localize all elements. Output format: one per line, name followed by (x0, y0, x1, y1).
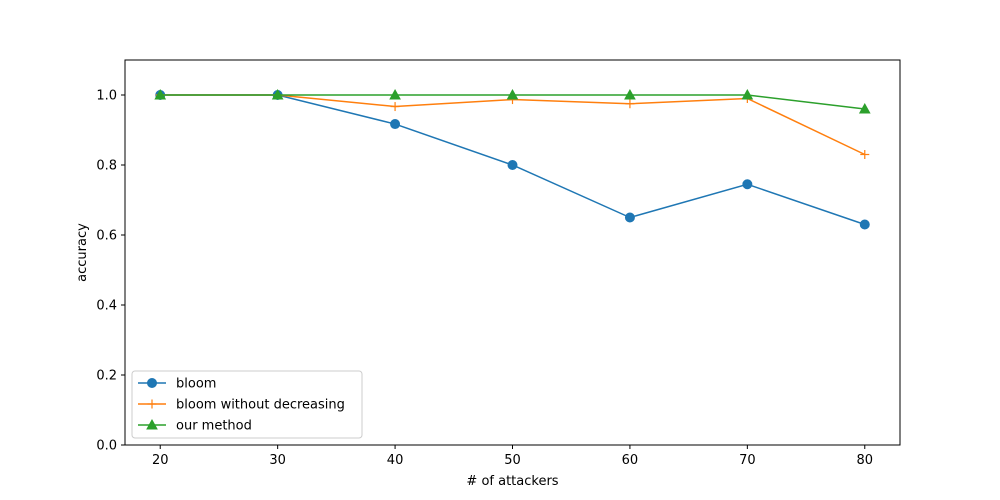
x-tick-label: 50 (504, 453, 521, 468)
plot-area: 20 30 40 50 60 70 80 0.0 0.2 0.4 0.6 0.8 1.0 (96, 59, 901, 468)
data-point (624, 88, 636, 100)
data-point (742, 179, 753, 190)
x-tick-label: 30 (269, 453, 286, 468)
legend-label: bloom without decreasing (176, 398, 345, 413)
legend-marker (147, 378, 157, 388)
legend-entry: bloom without decreasing (138, 398, 345, 413)
legend-entry: bloom (138, 377, 216, 392)
series-0 (155, 90, 870, 230)
y-tick-label: 1.0 (96, 89, 117, 104)
x-tick-label: 40 (387, 453, 404, 468)
x-tick-label: 80 (856, 453, 873, 468)
data-point (859, 219, 870, 230)
legend-marker (146, 418, 158, 430)
x-tick-label: 20 (152, 453, 169, 468)
y-tick-label: 0.8 (96, 159, 117, 174)
data-point (390, 102, 400, 112)
x-tick-label: 70 (739, 453, 756, 468)
data-point (624, 212, 635, 223)
data-point (154, 88, 167, 100)
legend-label: our method (176, 419, 252, 434)
data-point (858, 102, 871, 114)
series-layer (154, 88, 871, 230)
data-point (741, 88, 754, 100)
data-point (507, 160, 518, 170)
legend-label: bloom (176, 377, 216, 392)
y-tick-label: 0.6 (96, 229, 117, 244)
data-point (625, 99, 635, 109)
y-axis-label: accuracy (75, 223, 90, 282)
data-point (506, 88, 519, 100)
legend-marker (147, 399, 157, 409)
data-point (271, 88, 284, 100)
series-1 (155, 90, 870, 159)
legend-box (131, 370, 363, 439)
x-axis-label: # of attackers (466, 474, 558, 489)
data-point (860, 150, 870, 159)
y-tick-label: 0.0 (96, 439, 117, 454)
series-2 (154, 88, 871, 114)
legend: bloom bloom without decreasing our method (131, 370, 363, 439)
y-tick-label: 0.2 (96, 369, 117, 384)
data-point (389, 88, 401, 100)
y-tick-label: 0.4 (96, 299, 117, 314)
series-line (160, 94, 866, 226)
data-point (390, 119, 401, 130)
x-tick-label: 60 (622, 453, 639, 468)
legend-entry: our method (138, 419, 252, 434)
